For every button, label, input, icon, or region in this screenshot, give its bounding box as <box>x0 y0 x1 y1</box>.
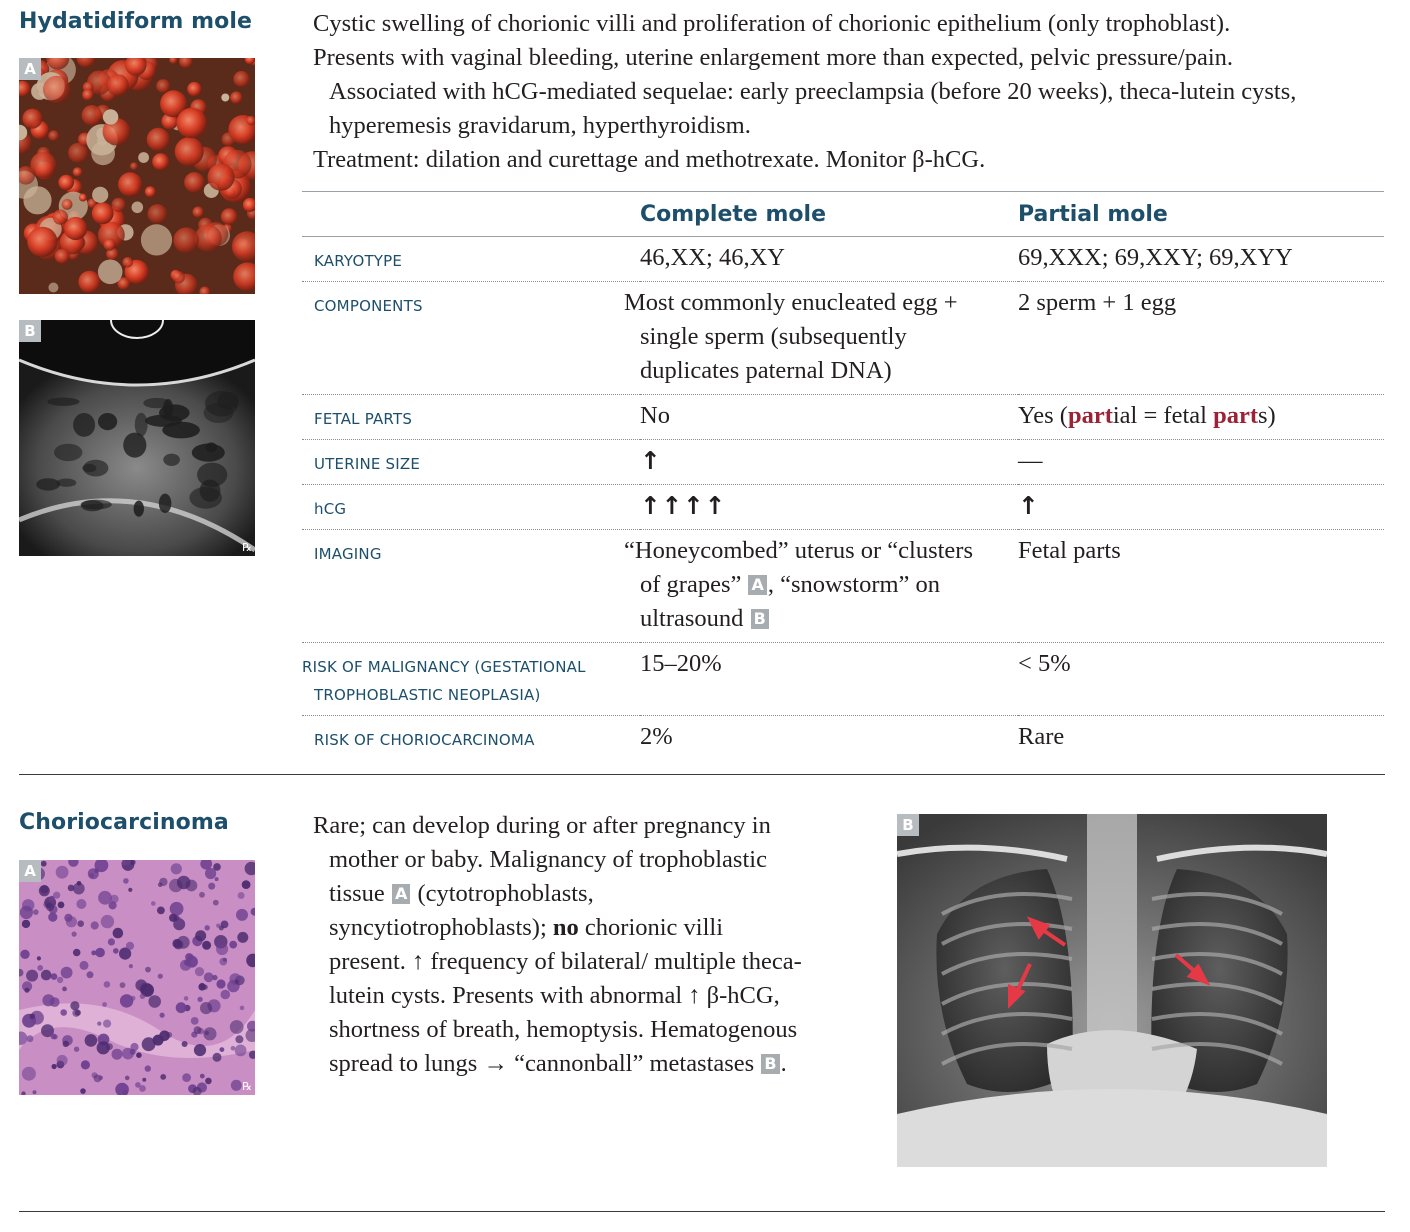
chorio-text-4: . <box>780 1050 787 1077</box>
table-row-karyotype: Karyotype 46,XX; 46,XY 69,XXX; 69,XXY; 6… <box>302 236 1384 282</box>
table-row-malignancy: Risk of malignancy (gestational trophobl… <box>302 642 1384 716</box>
cell-complete-malignancy: 15–20% <box>640 642 1018 716</box>
table-row-components: Components Most commonly enucleated egg … <box>302 281 1384 395</box>
table-row-fetal-parts: Fetal parts No Yes (partial = fetal part… <box>302 394 1384 440</box>
chorio-text-1: Rare; can develop during or after pregna… <box>313 812 771 907</box>
image-label-b: B <box>897 814 919 836</box>
image-ref-a-badge: A <box>748 575 767 595</box>
chorio-description: Rare; can develop during or after pregna… <box>313 809 803 1081</box>
imaging-text-1: “Honeycombed” uterus or “clusters of gra… <box>624 537 973 598</box>
cell-complete-hcg: ↑↑↑↑ <box>640 484 1018 530</box>
chorio-text-3: chorionic villi present. ↑ frequency of … <box>329 914 802 1077</box>
mole-description-line1: Cystic swelling of chorionic villi and p… <box>313 10 1231 37</box>
cell-partial-malignancy: < 5% <box>1018 642 1384 716</box>
cell-partial-uterine-size: — <box>1018 439 1384 485</box>
cell-complete-fetal-parts: No <box>640 394 1018 440</box>
table-row-hcg: hCG ↑↑↑↑ ↑ <box>302 484 1384 530</box>
imaging-text-2: , “snowstorm” on ultrasound <box>640 571 941 632</box>
chorio-text-2: (cytotrophoblasts, syncytiotrophoblasts)… <box>329 880 594 941</box>
mole-gross-image: A <box>19 58 255 294</box>
fetal-parts-highlight-1: part <box>1067 402 1113 429</box>
cell-partial-karyotype: 69,XXX; 69,XXY; 69,XYY <box>1018 236 1384 282</box>
cell-complete-imaging: “Honeycombed” uterus or “clusters of gra… <box>624 529 1018 643</box>
image-ref-b-badge: B <box>761 1054 780 1074</box>
cell-complete-choriocarcinoma: 2% <box>640 723 673 750</box>
table-row-choriocarcinoma: Risk of choriocarcinoma 2% Rare <box>302 716 1384 761</box>
header-complete-mole: Complete mole <box>640 194 1018 237</box>
mole-description-line2: Presents with vaginal bleeding, uterine … <box>313 44 1234 71</box>
table-header-row: Complete mole Partial mole <box>302 194 1384 237</box>
table-row-imaging: Imaging “Honeycombed” uterus or “cluster… <box>302 529 1384 643</box>
fetal-parts-text-2: ial = fetal <box>1112 402 1214 429</box>
image-ref-a-badge: A <box>391 884 411 904</box>
fetal-parts-text-3: s) <box>1257 402 1276 429</box>
cell-partial-choriocarcinoma: Rare <box>1018 723 1065 750</box>
row-label-imaging: Imaging <box>302 529 640 643</box>
table-top-rule <box>302 191 1384 192</box>
cell-partial-components: 2 sperm + 1 egg <box>1018 281 1384 395</box>
choriocarcinoma-heading: Choriocarcinoma <box>19 810 229 835</box>
chest-xray-image: B <box>897 814 1327 1167</box>
mole-ultrasound-image: B ℞ <box>19 320 255 556</box>
cell-partial-imaging: Fetal parts <box>1018 529 1384 643</box>
mole-description-line3: Associated with hCG-mediated sequelae: e… <box>329 78 1297 139</box>
image-label-a: A <box>19 58 41 80</box>
row-label-malignancy: Risk of malignancy (gestational trophobl… <box>302 642 640 716</box>
arrow-markers <box>1008 916 1211 1009</box>
header-partial-mole: Partial mole <box>1018 194 1384 237</box>
bottom-divider <box>19 1211 1385 1212</box>
rx-mark: ℞ <box>242 541 252 554</box>
cell-partial-hcg: ↑ <box>1018 484 1384 530</box>
cell-complete-uterine-size: ↑ <box>640 439 1018 485</box>
chorio-histology-image: A ℞ <box>19 860 255 1095</box>
header-empty <box>302 194 640 237</box>
chorio-text-bold: no <box>552 914 579 941</box>
image-label-b: B <box>19 320 41 342</box>
fetal-parts-highlight-2: part <box>1213 402 1258 429</box>
rx-mark: ℞ <box>242 1080 252 1093</box>
hydatidiform-mole-heading: Hydatidiform mole <box>19 9 253 34</box>
table-row-uterine-size: Uterine size ↑ — <box>302 439 1384 485</box>
row-label-components: Components <box>302 281 640 395</box>
section-divider <box>19 774 1385 775</box>
row-label-hcg: hCG <box>302 484 640 530</box>
row-label-fetal-parts: Fetal parts <box>302 394 640 440</box>
row-label-karyotype: Karyotype <box>302 236 640 282</box>
row-label-choriocarcinoma: Risk of choriocarcinoma <box>314 731 535 749</box>
cell-partial-fetal-parts: Yes (partial = fetal parts) <box>1018 394 1384 440</box>
cell-complete-karyotype: 46,XX; 46,XY <box>640 236 1018 282</box>
row-label-uterine-size: Uterine size <box>302 439 640 485</box>
mole-description-line4: Treatment: dilation and curettage and me… <box>313 146 986 173</box>
image-label-a: A <box>19 860 41 882</box>
fetal-parts-text-1: Yes ( <box>1018 402 1068 429</box>
cell-complete-components: Most commonly enucleated egg + single sp… <box>624 281 1018 395</box>
image-ref-b-badge: B <box>750 609 769 629</box>
mole-description: Cystic swelling of chorionic villi and p… <box>313 7 1385 177</box>
chorio-description-text: Rare; can develop during or after pregna… <box>313 809 803 1081</box>
mole-comparison-table: Complete mole Partial mole Karyotype 46,… <box>302 194 1384 760</box>
